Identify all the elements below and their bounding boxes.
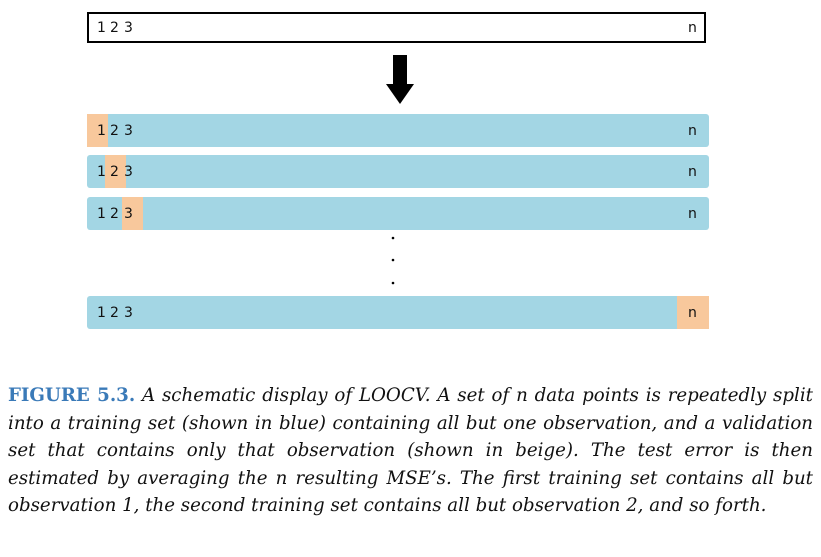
index-label: 1 — [97, 123, 106, 139]
index-label: 2 — [110, 164, 119, 180]
training-set — [87, 296, 709, 329]
index-label: 3 — [124, 305, 133, 321]
index-label: 2 — [110, 20, 119, 36]
index-label: 2 — [110, 305, 119, 321]
ellipsis-dot — [391, 281, 395, 285]
index-label: 3 — [124, 164, 133, 180]
index-label: 1 — [97, 305, 106, 321]
index-label: n — [688, 123, 697, 139]
validation-set — [122, 197, 143, 230]
index-label: n — [688, 305, 697, 321]
index-label: 2 — [110, 206, 119, 222]
full-set-box — [87, 12, 706, 43]
arrow-head — [386, 84, 414, 104]
ellipsis-dot — [391, 236, 395, 240]
index-label: n — [688, 206, 697, 222]
caption-text: A schematic display of LOOCV. A set of n… — [8, 385, 813, 516]
rows: 1 2 3 n1 2 3 n1 2 3 n1 2 3 n — [87, 114, 709, 329]
training-set — [87, 155, 709, 188]
training-set — [87, 114, 709, 147]
index-label: 3 — [124, 123, 133, 139]
arrow-shaft — [393, 55, 407, 85]
caption: FIGURE 5.3. A schematic display of LOOCV… — [8, 382, 813, 520]
index-label: 1 — [97, 206, 106, 222]
index-label: n — [688, 20, 697, 36]
index-label: 1 — [97, 20, 106, 36]
index-label: 3 — [124, 20, 133, 36]
ellipsis-dot — [391, 258, 395, 262]
index-label: n — [688, 164, 697, 180]
validation-set — [87, 114, 108, 147]
validation-set — [677, 296, 709, 329]
index-label: 2 — [110, 123, 119, 139]
training-set — [87, 197, 709, 230]
caption-label: FIGURE 5.3. — [8, 385, 136, 406]
index-label: 3 — [124, 206, 133, 222]
index-label: 1 — [97, 164, 106, 180]
validation-set — [105, 155, 126, 188]
